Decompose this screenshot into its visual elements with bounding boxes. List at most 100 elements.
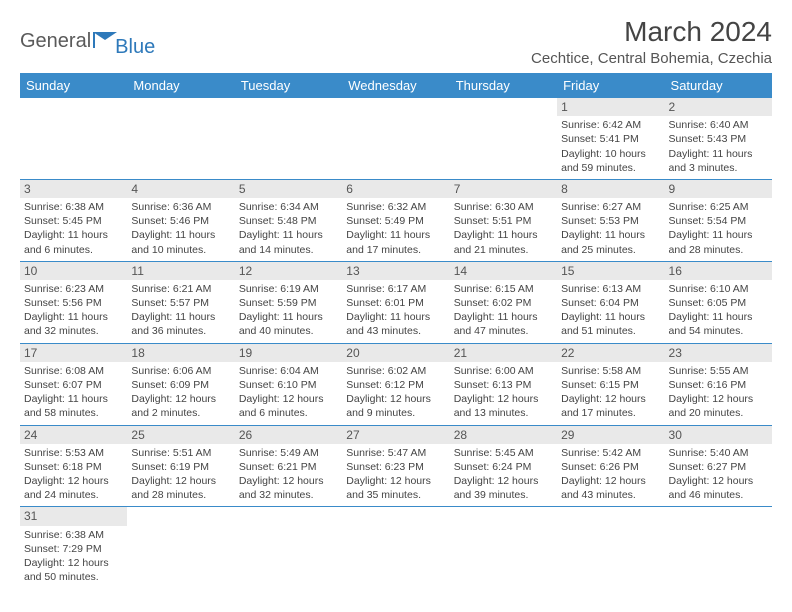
calendar-cell: 21Sunrise: 6:00 AMSunset: 6:13 PMDayligh… (450, 343, 557, 425)
sunrise-text: Sunrise: 6:10 AM (669, 282, 768, 296)
daylight2-text: and 6 minutes. (24, 243, 123, 257)
daylight1-text: Daylight: 12 hours (131, 474, 230, 488)
day-number: 12 (235, 262, 342, 280)
daylight1-text: Daylight: 12 hours (24, 474, 123, 488)
day-number: 2 (665, 98, 772, 116)
daylight1-text: Daylight: 12 hours (454, 392, 553, 406)
sunrise-text: Sunrise: 6:08 AM (24, 364, 123, 378)
calendar-cell (235, 98, 342, 179)
sunset-text: Sunset: 6:24 PM (454, 460, 553, 474)
cell-details: Sunrise: 6:32 AMSunset: 5:49 PMDaylight:… (346, 200, 445, 257)
daylight1-text: Daylight: 12 hours (669, 392, 768, 406)
daylight1-text: Daylight: 11 hours (239, 310, 338, 324)
sunrise-text: Sunrise: 6:38 AM (24, 200, 123, 214)
cell-details: Sunrise: 6:21 AMSunset: 5:57 PMDaylight:… (131, 282, 230, 339)
sunset-text: Sunset: 5:57 PM (131, 296, 230, 310)
daylight1-text: Daylight: 11 hours (346, 310, 445, 324)
calendar-cell (450, 98, 557, 179)
daylight2-text: and 17 minutes. (346, 243, 445, 257)
sunrise-text: Sunrise: 6:23 AM (24, 282, 123, 296)
cell-details: Sunrise: 6:08 AMSunset: 6:07 PMDaylight:… (24, 364, 123, 421)
daylight2-text: and 17 minutes. (561, 406, 660, 420)
day-number: 18 (127, 344, 234, 362)
calendar-cell: 29Sunrise: 5:42 AMSunset: 6:26 PMDayligh… (557, 425, 664, 507)
daylight2-text: and 9 minutes. (346, 406, 445, 420)
daylight1-text: Daylight: 11 hours (24, 228, 123, 242)
calendar-cell: 3 Sunrise: 6:38 AMSunset: 5:45 PMDaylight… (20, 179, 127, 261)
sunset-text: Sunset: 5:46 PM (131, 214, 230, 228)
sunrise-text: Sunrise: 5:47 AM (346, 446, 445, 460)
sunset-text: Sunset: 5:51 PM (454, 214, 553, 228)
day-number: 3 (20, 180, 127, 198)
daylight1-text: Daylight: 11 hours (669, 310, 768, 324)
day-number: 6 (342, 180, 449, 198)
calendar-cell: 28Sunrise: 5:45 AMSunset: 6:24 PMDayligh… (450, 425, 557, 507)
calendar-cell: 27Sunrise: 5:47 AMSunset: 6:23 PMDayligh… (342, 425, 449, 507)
daylight2-text: and 3 minutes. (669, 161, 768, 175)
calendar-row: 1Sunrise: 6:42 AMSunset: 5:41 PMDaylight… (20, 98, 772, 179)
daylight2-text: and 28 minutes. (131, 488, 230, 502)
day-number: 13 (342, 262, 449, 280)
calendar-row: 17Sunrise: 6:08 AMSunset: 6:07 PMDayligh… (20, 343, 772, 425)
weekday-header: Sunday (20, 73, 127, 98)
day-number: 20 (342, 344, 449, 362)
daylight2-text: and 13 minutes. (454, 406, 553, 420)
calendar-row: 10Sunrise: 6:23 AMSunset: 5:56 PMDayligh… (20, 261, 772, 343)
day-number: 19 (235, 344, 342, 362)
calendar-cell: 11Sunrise: 6:21 AMSunset: 5:57 PMDayligh… (127, 261, 234, 343)
day-number: 21 (450, 344, 557, 362)
calendar-cell (127, 98, 234, 179)
day-number: 9 (665, 180, 772, 198)
day-number: 5 (235, 180, 342, 198)
daylight2-text: and 47 minutes. (454, 324, 553, 338)
daylight2-text: and 58 minutes. (24, 406, 123, 420)
calendar-cell: 16Sunrise: 6:10 AMSunset: 6:05 PMDayligh… (665, 261, 772, 343)
daylight1-text: Daylight: 11 hours (454, 228, 553, 242)
cell-details: Sunrise: 6:15 AMSunset: 6:02 PMDaylight:… (454, 282, 553, 339)
daylight1-text: Daylight: 12 hours (561, 392, 660, 406)
daylight2-text: and 51 minutes. (561, 324, 660, 338)
daylight1-text: Daylight: 12 hours (346, 474, 445, 488)
day-number: 26 (235, 426, 342, 444)
cell-details: Sunrise: 6:06 AMSunset: 6:09 PMDaylight:… (131, 364, 230, 421)
sunset-text: Sunset: 6:07 PM (24, 378, 123, 392)
sunset-text: Sunset: 5:59 PM (239, 296, 338, 310)
daylight2-text: and 24 minutes. (24, 488, 123, 502)
daylight1-text: Daylight: 12 hours (454, 474, 553, 488)
cell-details: Sunrise: 6:27 AMSunset: 5:53 PMDaylight:… (561, 200, 660, 257)
sunrise-text: Sunrise: 6:27 AM (561, 200, 660, 214)
calendar-cell: 17 Sunrise: 6:08 AMSunset: 6:07 PMDayligh… (20, 343, 127, 425)
location-text: Cechtice, Central Bohemia, Czechia (531, 50, 772, 67)
daylight2-text: and 43 minutes. (561, 488, 660, 502)
daylight2-text: and 54 minutes. (669, 324, 768, 338)
calendar-cell: 23Sunrise: 5:55 AMSunset: 6:16 PMDayligh… (665, 343, 772, 425)
daylight1-text: Daylight: 11 hours (669, 147, 768, 161)
weekday-header: Thursday (450, 73, 557, 98)
daylight1-text: Daylight: 11 hours (454, 310, 553, 324)
day-number: 17 (20, 344, 127, 362)
calendar-cell: 7Sunrise: 6:30 AMSunset: 5:51 PMDaylight… (450, 179, 557, 261)
sunset-text: Sunset: 6:09 PM (131, 378, 230, 392)
cell-details: Sunrise: 5:53 AMSunset: 6:18 PMDaylight:… (24, 446, 123, 503)
sunset-text: Sunset: 6:04 PM (561, 296, 660, 310)
sunset-text: Sunset: 5:45 PM (24, 214, 123, 228)
calendar-cell (235, 507, 342, 588)
daylight1-text: Daylight: 12 hours (561, 474, 660, 488)
daylight1-text: Daylight: 12 hours (239, 392, 338, 406)
calendar-cell: 26Sunrise: 5:49 AMSunset: 6:21 PMDayligh… (235, 425, 342, 507)
sunset-text: Sunset: 7:29 PM (24, 542, 123, 556)
sunrise-text: Sunrise: 6:04 AM (239, 364, 338, 378)
calendar-cell: 20Sunrise: 6:02 AMSunset: 6:12 PMDayligh… (342, 343, 449, 425)
cell-details: Sunrise: 6:42 AMSunset: 5:41 PMDaylight:… (561, 118, 660, 175)
calendar-cell (557, 507, 664, 588)
header: General Blue March 2024 Cechtice, Centra… (20, 16, 772, 67)
calendar-cell: 24Sunrise: 5:53 AMSunset: 6:18 PMDayligh… (20, 425, 127, 507)
sunset-text: Sunset: 5:43 PM (669, 132, 768, 146)
sunrise-text: Sunrise: 5:55 AM (669, 364, 768, 378)
calendar-cell: 22Sunrise: 5:58 AMSunset: 6:15 PMDayligh… (557, 343, 664, 425)
daylight2-text: and 10 minutes. (131, 243, 230, 257)
sunrise-text: Sunrise: 6:17 AM (346, 282, 445, 296)
sunrise-text: Sunrise: 5:40 AM (669, 446, 768, 460)
sunset-text: Sunset: 6:13 PM (454, 378, 553, 392)
daylight2-text: and 59 minutes. (561, 161, 660, 175)
